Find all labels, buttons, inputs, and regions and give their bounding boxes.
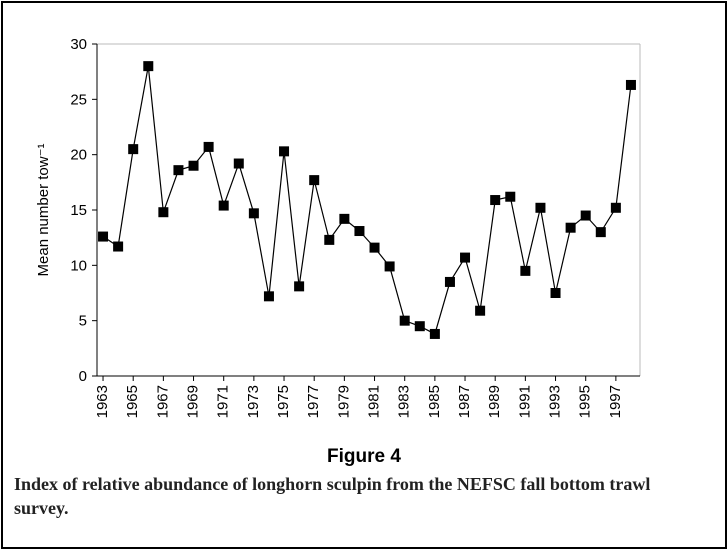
data-marker	[128, 144, 139, 155]
data-marker	[279, 146, 290, 157]
data-marker	[550, 288, 561, 298]
x-tick-label: 1989	[486, 385, 503, 418]
x-tick-label: 1967	[154, 385, 171, 418]
y-tick-label: 15	[70, 202, 87, 219]
data-marker	[309, 175, 320, 186]
x-tick-label: 1987	[456, 385, 473, 418]
x-tick-label: 1991	[516, 385, 533, 418]
data-marker	[384, 261, 395, 272]
y-tick-label: 25	[70, 91, 87, 108]
data-marker	[414, 321, 425, 332]
data-marker	[580, 210, 591, 221]
x-tick-label: 1977	[305, 385, 322, 418]
y-tick-label: 20	[70, 147, 87, 164]
data-marker	[158, 207, 169, 218]
data-marker	[173, 165, 184, 176]
data-marker	[460, 252, 471, 263]
x-tick-label: 1981	[366, 385, 383, 418]
chart: Mean number tow⁻¹ 0 5 10 15 20 25 30 1963 1965 19…	[35, 36, 641, 418]
data-marker	[625, 79, 636, 90]
data-marker	[610, 202, 621, 213]
data-marker	[218, 200, 229, 211]
x-tick-label: 1993	[547, 385, 564, 418]
x-tick-label: 1979	[335, 385, 352, 418]
data-marker	[203, 141, 214, 152]
y-tick-label: 30	[70, 36, 87, 53]
y-axis-label: Mean number tow⁻¹	[35, 144, 52, 277]
x-tick-label: 1975	[275, 385, 292, 418]
data-marker	[263, 291, 274, 302]
x-tick-label: 1997	[607, 385, 624, 418]
data-marker	[535, 202, 546, 213]
data-marker	[520, 265, 531, 276]
x-tick-label: 1965	[124, 385, 141, 418]
x-tick-label: 1969	[185, 385, 202, 418]
x-tick-label: 1985	[426, 385, 443, 418]
data-marker	[490, 195, 501, 206]
data-marker	[339, 213, 350, 224]
data-marker	[324, 234, 335, 245]
data-marker	[188, 160, 199, 171]
figure-label: Figure 4	[327, 446, 401, 467]
data-marker	[143, 61, 154, 72]
x-tick-label: 1971	[215, 385, 232, 418]
data-marker	[444, 276, 455, 287]
data-marker	[113, 241, 124, 252]
data-marker	[98, 231, 109, 242]
data-marker	[595, 227, 606, 238]
data-marker	[233, 158, 244, 169]
caption: Index of relative abundance of longhorn …	[14, 474, 651, 518]
data-marker	[565, 222, 576, 233]
data-marker	[294, 281, 305, 292]
x-tick-label: 1983	[396, 385, 413, 418]
data-marker	[369, 242, 380, 253]
y-tick-label: 5	[79, 313, 87, 330]
x-tick-label: 1963	[94, 385, 111, 418]
y-tick-label: 0	[79, 368, 87, 385]
data-marker	[354, 226, 365, 237]
y-tick-label: 10	[70, 257, 87, 274]
data-marker	[399, 315, 410, 326]
data-marker	[248, 208, 259, 219]
data-marker	[475, 305, 486, 316]
x-tick-label: 1973	[245, 385, 262, 418]
data-marker	[505, 191, 516, 202]
x-tick-label: 1995	[577, 385, 594, 418]
data-marker	[429, 328, 440, 339]
